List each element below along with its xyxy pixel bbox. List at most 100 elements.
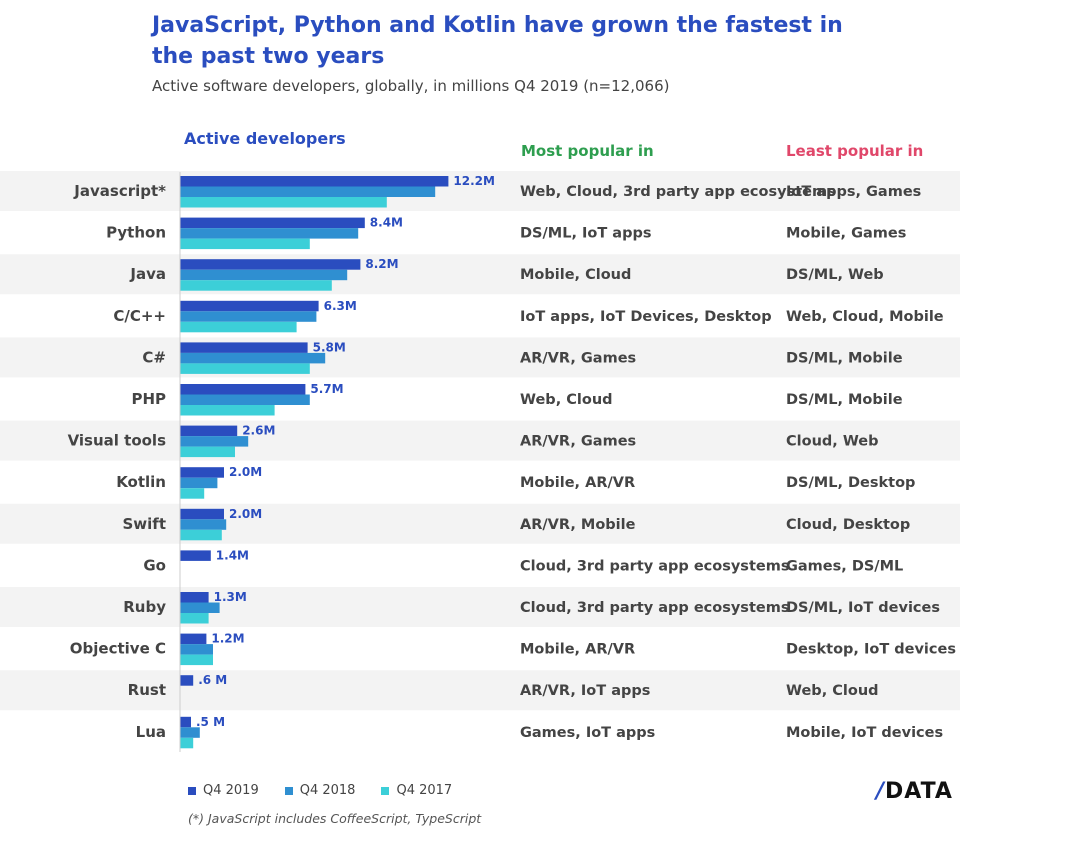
value-label-ruby: 1.3M	[214, 590, 247, 604]
category-label-kotlin: Kotlin	[116, 473, 166, 491]
bar-lua-q4-2019	[180, 716, 191, 728]
bar-java-q4-2017	[180, 280, 332, 291]
bar-python-q4-2017	[180, 238, 310, 250]
bar-swift-q4-2017	[180, 529, 222, 541]
most-popular-php: Web, Cloud	[520, 392, 613, 408]
value-label-java: 8.2M	[365, 257, 398, 271]
header-least-popular: Least popular in	[786, 142, 924, 160]
value-label-visual-tools: 2.6M	[242, 424, 275, 438]
bar-java-q4-2019	[180, 259, 361, 270]
most-popular-java: Mobile, Cloud	[520, 267, 631, 283]
value-label-python: 8.4M	[370, 216, 403, 230]
value-label-swift: 2.0M	[229, 507, 262, 521]
bar-ruby-q4-2018	[180, 602, 220, 613]
most-popular-go: Cloud, 3rd party app ecosystems	[520, 558, 789, 574]
legend-swatch	[284, 786, 293, 795]
least-popular-c: DS/ML, Mobile	[786, 350, 903, 366]
value-label-rust: .6 M	[198, 673, 227, 687]
least-popular-php: DS/ML, Mobile	[786, 392, 903, 408]
category-label-swift: Swift	[123, 515, 167, 533]
row-band	[0, 587, 960, 627]
chart-subtitle: Active software developers, globally, in…	[152, 77, 670, 95]
least-popular-javascript: IoT apps, Games	[786, 184, 921, 200]
value-label-kotlin: 2.0M	[229, 465, 262, 479]
least-popular-c-c: Web, Cloud, Mobile	[786, 309, 944, 325]
least-popular-ruby: DS/ML, IoT devices	[786, 600, 940, 616]
row-band	[0, 503, 960, 544]
most-popular-c: AR/VR, Games	[520, 350, 636, 366]
most-popular-javascript: Web, Cloud, 3rd party app ecosystems	[520, 184, 836, 200]
value-label-javascript: 12.2M	[453, 174, 495, 188]
category-label-lua: Lua	[136, 723, 166, 741]
most-popular-ruby: Cloud, 3rd party app ecosystems	[520, 600, 789, 616]
bar-c-c-q4-2018	[180, 311, 317, 322]
footnote: (*) JavaScript includes CoffeeScript, Ty…	[188, 811, 482, 826]
bar-lua-q4-2017	[180, 737, 194, 749]
bar-c-q4-2017	[180, 363, 310, 374]
bar-visual-tools-q4-2019	[180, 425, 238, 437]
bar-php-q4-2017	[180, 405, 275, 416]
most-popular-objective-c: Mobile, AR/VR	[520, 642, 635, 658]
bar-ruby-q4-2017	[180, 613, 209, 624]
bar-swift-q4-2018	[180, 519, 227, 530]
bar-lua-q4-2018	[180, 727, 200, 738]
row-band	[0, 337, 960, 378]
legend-item-q4-2017: Q4 2017	[381, 783, 452, 798]
legend-label: Q4 2019	[203, 783, 259, 798]
most-popular-rust: AR/VR, IoT apps	[520, 683, 650, 699]
most-popular-swift: AR/VR, Mobile	[520, 517, 636, 533]
category-label-ruby: Ruby	[123, 598, 166, 616]
least-popular-java: DS/ML, Web	[786, 267, 884, 283]
least-popular-go: Games, DS/ML	[786, 558, 903, 574]
bar-c-q4-2018	[180, 352, 326, 364]
least-popular-rust: Web, Cloud	[786, 683, 879, 699]
row-band	[0, 420, 960, 461]
value-label-go: 1.4M	[216, 548, 249, 562]
category-label-c: C#	[142, 348, 166, 366]
bar-javascript-q4-2017	[180, 197, 387, 208]
bar-swift-q4-2019	[180, 508, 224, 520]
bar-javascript-q4-2019	[180, 176, 449, 187]
chart-title: JavaScript, Python and Kotlin have grown…	[152, 13, 843, 69]
most-popular-lua: Games, IoT apps	[520, 725, 655, 741]
bar-c-c-q4-2017	[180, 321, 297, 333]
bar-kotlin-q4-2019	[180, 467, 224, 478]
least-popular-swift: Cloud, Desktop	[786, 517, 910, 533]
bar-ruby-q4-2019	[180, 592, 209, 603]
legend: Q4 2019 Q4 2018 Q4 2017	[188, 783, 478, 798]
category-label-python: Python	[106, 224, 166, 242]
category-label-php: PHP	[131, 390, 166, 408]
bar-go-q4-2019	[180, 550, 211, 561]
bar-objective-c-q4-2019	[180, 633, 207, 645]
bar-php-q4-2019	[180, 384, 306, 395]
bar-rust-q4-2019	[180, 675, 194, 686]
bar-php-q4-2018	[180, 394, 310, 405]
legend-label: Q4 2017	[396, 783, 453, 798]
bar-javascript-q4-2018	[180, 186, 436, 197]
value-label-php: 5.7M	[310, 382, 343, 396]
legend-item-q4-2018: Q4 2018	[284, 783, 355, 798]
header-active-developers: Active developers	[184, 129, 346, 148]
least-popular-lua: Mobile, IoT devices	[786, 725, 943, 741]
least-popular-kotlin: DS/ML, Desktop	[786, 475, 915, 491]
category-label-rust: Rust	[128, 681, 166, 699]
category-label-javascript: Javascript*	[73, 182, 166, 200]
category-label-c-c: C/C++	[113, 307, 166, 325]
category-label-java: Java	[129, 265, 166, 283]
category-label-go: Go	[143, 556, 166, 574]
bar-python-q4-2018	[180, 228, 359, 239]
bar-visual-tools-q4-2017	[180, 446, 235, 458]
header-most-popular: Most popular in	[521, 142, 654, 160]
bar-python-q4-2019	[180, 217, 365, 229]
slashdata-logo: /DATA	[876, 779, 953, 804]
legend-swatch	[381, 786, 390, 795]
category-label-objective-c: Objective C	[70, 640, 166, 658]
bar-kotlin-q4-2017	[180, 488, 205, 499]
row-band	[0, 171, 960, 211]
bar-objective-c-q4-2017	[180, 654, 213, 666]
least-popular-python: Mobile, Games	[786, 226, 906, 242]
value-label-c-c: 6.3M	[324, 299, 357, 313]
row-band	[0, 670, 960, 711]
value-label-objective-c: 1.2M	[211, 632, 244, 646]
